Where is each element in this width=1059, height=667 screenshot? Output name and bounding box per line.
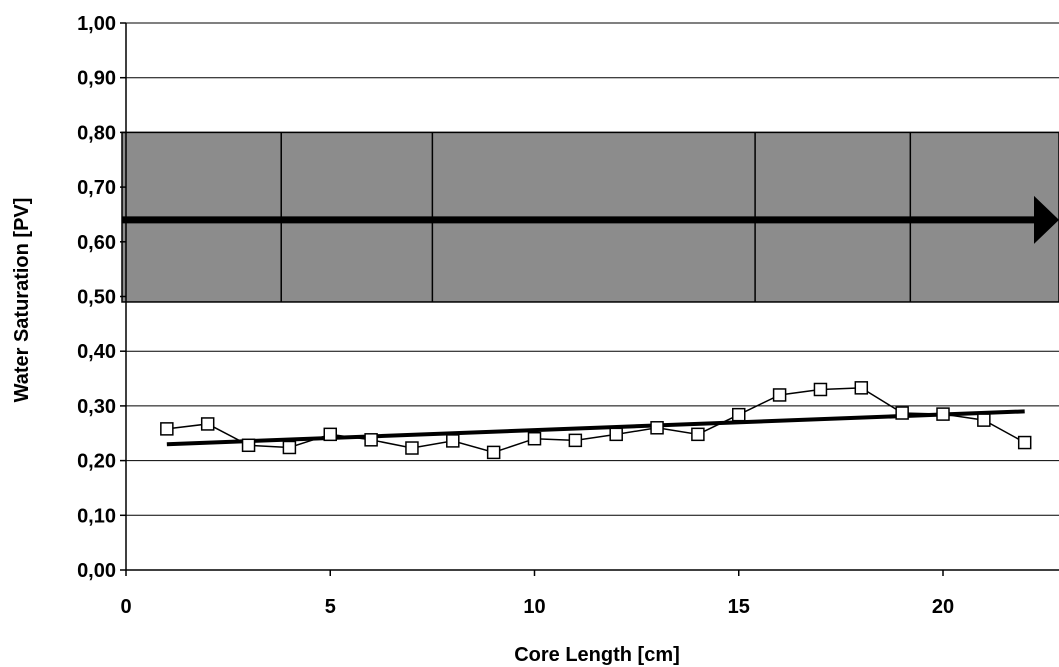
- data-point: [813, 382, 828, 397]
- x-tick-label: 5: [325, 596, 336, 618]
- flow-arrow-head: [1034, 195, 1059, 244]
- x-tick-label: 10: [523, 596, 545, 618]
- y-tick-label: 0,00: [77, 560, 116, 582]
- data-point: [486, 445, 501, 460]
- data-point: [323, 427, 337, 442]
- series-line: [166, 387, 1026, 454]
- y-tick-label: 0,30: [77, 396, 116, 418]
- x-tick-label: 20: [932, 596, 954, 618]
- data-point: [1017, 435, 1032, 450]
- data-point: [732, 407, 746, 422]
- data-point: [364, 433, 378, 447]
- y-tick-label: 0,20: [77, 451, 116, 473]
- data-point: [446, 434, 460, 448]
- data-point: [691, 427, 705, 442]
- y-tick-label: 1,00: [77, 13, 116, 35]
- data-point: [895, 406, 909, 420]
- y-tick-label: 0,40: [77, 341, 116, 363]
- tick-labels: 0,00 0,10 0,20 0,30 0,40 0,50 0,60 0,70 0,80 0,90…: [77, 13, 954, 618]
- y-tick-label: 0,60: [77, 232, 116, 254]
- y-tick-label: 0,10: [77, 505, 116, 527]
- x-axis-title: Core Length [cm]: [514, 644, 680, 666]
- x-tick-label: 0: [120, 596, 131, 618]
- data-point: [609, 427, 623, 442]
- x-tick-label: 15: [728, 596, 750, 618]
- data-point: [200, 417, 215, 431]
- y-tick-label: 0,70: [77, 177, 116, 199]
- data-point: [936, 407, 950, 421]
- data-point: [977, 413, 991, 427]
- data-point: [854, 381, 869, 395]
- data-point: [772, 388, 787, 402]
- y-tick-label: 0,50: [77, 287, 116, 309]
- data-point: [241, 438, 256, 453]
- data-point: [568, 433, 583, 448]
- y-axis-title: Water Saturation [PV]: [11, 198, 33, 403]
- axes: [120, 22, 1059, 576]
- data-point: [405, 441, 419, 455]
- data-point: [650, 421, 664, 435]
- plot-area: [160, 381, 1032, 460]
- data-point: [160, 422, 174, 436]
- core-schematic: [121, 131, 1059, 303]
- y-tick-label: 0,90: [77, 68, 116, 90]
- data-point: [282, 440, 297, 455]
- data-point: [527, 431, 542, 446]
- trend-line: [166, 409, 1025, 447]
- y-tick-label: 0,80: [77, 122, 116, 144]
